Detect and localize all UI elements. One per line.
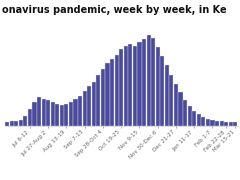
Bar bbox=[147, 35, 151, 126]
Bar bbox=[210, 120, 215, 126]
Bar bbox=[114, 55, 119, 126]
Bar bbox=[23, 116, 27, 126]
Bar bbox=[101, 69, 105, 126]
Bar bbox=[151, 38, 155, 126]
Bar bbox=[37, 98, 41, 126]
Bar bbox=[73, 99, 78, 126]
Bar bbox=[156, 47, 160, 126]
Bar bbox=[206, 119, 210, 126]
Bar bbox=[119, 49, 123, 126]
Bar bbox=[174, 84, 178, 126]
Bar bbox=[215, 121, 219, 126]
Bar bbox=[46, 100, 50, 126]
Bar bbox=[183, 100, 187, 126]
Bar bbox=[142, 39, 146, 126]
Bar bbox=[78, 96, 82, 126]
Bar bbox=[14, 121, 18, 126]
Bar bbox=[87, 86, 91, 126]
Bar bbox=[165, 65, 169, 126]
Text: onavirus pandemic, week by week, in Ke: onavirus pandemic, week by week, in Ke bbox=[2, 5, 227, 15]
Bar bbox=[128, 44, 132, 126]
Bar bbox=[28, 109, 32, 126]
Bar bbox=[188, 106, 192, 126]
Bar bbox=[55, 104, 59, 126]
Bar bbox=[179, 92, 183, 126]
Bar bbox=[229, 122, 233, 126]
Bar bbox=[124, 46, 128, 126]
Bar bbox=[10, 122, 14, 126]
Bar bbox=[96, 75, 100, 126]
Bar bbox=[105, 63, 109, 126]
Bar bbox=[5, 122, 9, 126]
Bar bbox=[233, 122, 237, 126]
Bar bbox=[192, 111, 196, 126]
Bar bbox=[60, 105, 64, 126]
Bar bbox=[51, 102, 55, 126]
Bar bbox=[42, 99, 46, 126]
Bar bbox=[160, 56, 164, 126]
Bar bbox=[133, 46, 137, 126]
Bar bbox=[32, 102, 36, 126]
Bar bbox=[138, 42, 142, 126]
Bar bbox=[92, 82, 96, 126]
Bar bbox=[220, 122, 224, 126]
Bar bbox=[64, 104, 68, 126]
Bar bbox=[224, 122, 228, 126]
Bar bbox=[83, 91, 87, 126]
Bar bbox=[110, 59, 114, 126]
Bar bbox=[197, 114, 201, 126]
Bar bbox=[69, 102, 73, 126]
Bar bbox=[169, 75, 174, 126]
Bar bbox=[201, 117, 205, 126]
Bar bbox=[19, 120, 23, 126]
